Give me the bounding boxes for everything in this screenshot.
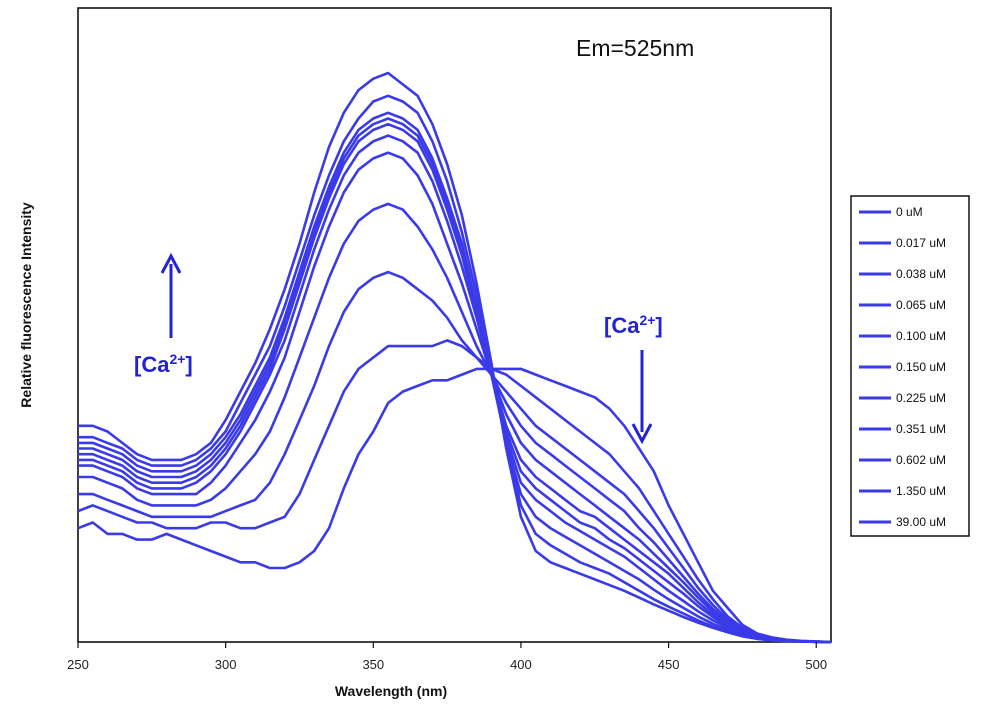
x-tick-label-5: 500	[805, 657, 827, 672]
x-axis-ticks: 250 300 350 400 450 500	[67, 642, 827, 672]
legend-label-10: 39.00 uM	[896, 515, 946, 529]
legend-label-3: 0.065 uM	[896, 298, 946, 312]
ca-label-left: [Ca2+]	[134, 351, 193, 377]
legend-label-5: 0.150 uM	[896, 360, 946, 374]
x-tick-label-3: 400	[510, 657, 532, 672]
series-line-4	[78, 151, 832, 644]
ca-up-arrowhead	[160, 252, 182, 274]
series-line-2	[78, 270, 832, 644]
legend-label-8: 0.602 uM	[896, 453, 946, 467]
series-line-7	[78, 117, 832, 644]
legend-label-9: 1.350 uM	[896, 484, 946, 498]
series-line-5	[78, 134, 832, 644]
series-line-6	[78, 122, 832, 644]
x-tick-label-4: 450	[658, 657, 680, 672]
ca-down-arrowhead	[631, 423, 653, 445]
annotation-em: Em=525nm	[576, 35, 694, 61]
x-tick-label-2: 350	[362, 657, 384, 672]
legend-label-2: 0.038 uM	[896, 267, 946, 281]
series-line-3	[78, 202, 832, 644]
legend-label-6: 0.225 uM	[896, 391, 946, 405]
series-line-1	[77, 339, 832, 644]
legend-label-7: 0.351 uM	[896, 422, 946, 436]
series-line-8	[78, 111, 832, 644]
ca-label-right: [Ca2+]	[604, 312, 663, 338]
series-line-10	[78, 71, 832, 644]
x-tick-label-1: 300	[215, 657, 237, 672]
series-layer	[77, 71, 832, 644]
plot-frame	[77, 7, 832, 643]
x-tick-label-0: 250	[67, 657, 89, 672]
legend-label-1: 0.017 uM	[896, 236, 946, 250]
legend-label-4: 0.100 uM	[896, 329, 946, 343]
x-axis-title: Wavelength (nm)	[335, 683, 447, 699]
legend-label-0: 0 uM	[896, 205, 923, 219]
y-axis-title: Relative fluorescence Intensity	[18, 202, 34, 408]
legend: 0 uM 0.017 uM 0.038 uM 0.065 uM 0.100 uM 0.15…	[859, 205, 946, 529]
series-line-9	[78, 94, 832, 644]
series-line-0	[77, 367, 832, 644]
